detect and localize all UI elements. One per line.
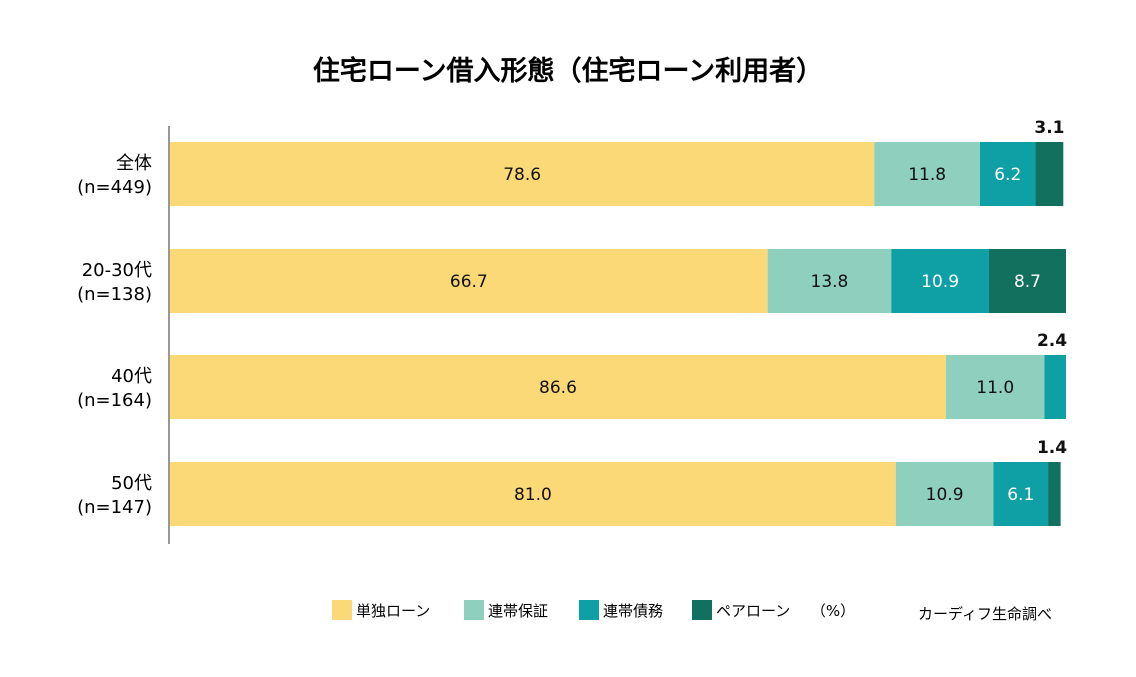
category-label: 全体: [116, 153, 152, 174]
value-label: 66.7: [450, 272, 488, 292]
value-label: 1.4: [1037, 438, 1067, 458]
bar-segment: [170, 462, 896, 526]
value-label: 8.7: [1014, 272, 1041, 292]
bar-segment: [874, 142, 980, 206]
unit-label: （%）: [811, 602, 855, 620]
source-note: カーディフ生命調べ: [918, 605, 1052, 623]
bar-segment: [945, 355, 1045, 419]
chart-title: 住宅ローン借入形態（住宅ローン利用者）: [313, 55, 823, 87]
bar-segment: [988, 249, 1066, 313]
value-label: 6.2: [994, 165, 1021, 185]
bar-segment: [891, 249, 989, 313]
legend-swatch: [332, 600, 352, 620]
legend-label: 連帯保証: [488, 602, 548, 620]
value-label: 78.6: [503, 165, 541, 185]
category-n-label: (n=164): [77, 390, 152, 411]
category-n-label: (n=147): [77, 497, 152, 518]
legend-swatch: [464, 600, 484, 620]
bars-layer: 全体 (n=449) 78.6 11.8 6.2 3.1 20-30代 (n=138) 66.7…: [77, 118, 1067, 526]
bar-segment: [170, 249, 768, 313]
value-label: 11.0: [976, 378, 1014, 398]
value-label: 86.6: [539, 378, 577, 398]
category-label: 20-30代: [82, 260, 152, 281]
legend-label: 単独ローン: [356, 602, 430, 620]
category-n-label: (n=449): [77, 177, 152, 198]
category-label: 50代: [111, 473, 152, 494]
legend-swatch: [579, 600, 599, 620]
value-label: 10.9: [921, 272, 959, 292]
legend-label: 連帯債務: [603, 602, 663, 620]
bar-segment: [170, 355, 946, 419]
bar-segment: [1035, 142, 1064, 206]
bar-segment: [979, 142, 1036, 206]
bar-segment: [170, 142, 875, 206]
value-label: 11.8: [908, 165, 946, 185]
value-label: 6.1: [1007, 485, 1034, 505]
category-label: 40代: [111, 366, 152, 387]
bar-segment: [1044, 355, 1066, 419]
category-n-label: (n=138): [77, 284, 152, 305]
legend: 単独ローン 連帯保証 連帯債務 ペアローン: [332, 600, 790, 620]
bar-segment: [1048, 462, 1061, 526]
bar-segment: [767, 249, 892, 313]
value-label: 2.4: [1037, 331, 1067, 351]
value-label: 10.9: [926, 485, 964, 505]
value-label: 81.0: [514, 485, 552, 505]
bar-segment: [895, 462, 994, 526]
value-label: 3.1: [1034, 118, 1064, 138]
legend-swatch: [692, 600, 712, 620]
bar-segment: [993, 462, 1049, 526]
value-label: 13.8: [811, 272, 849, 292]
legend-label: ペアローン: [716, 602, 790, 620]
